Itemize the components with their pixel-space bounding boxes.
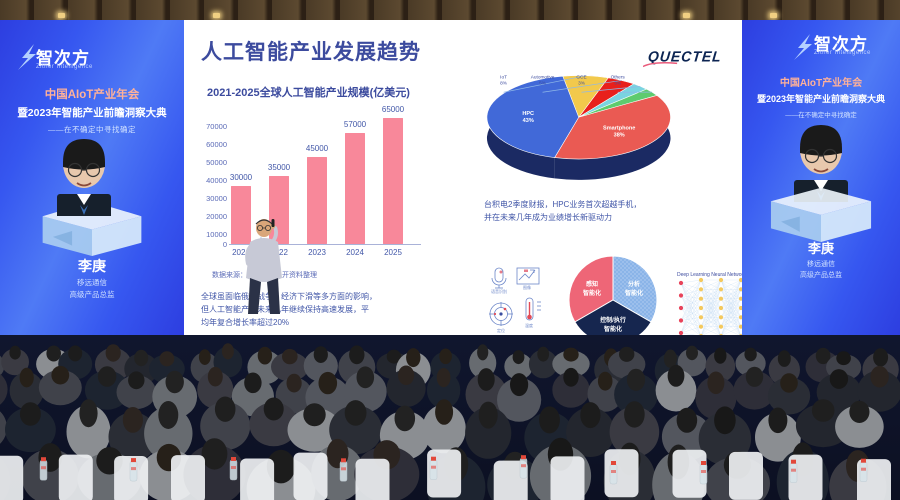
svg-text:5%: 5% (539, 81, 547, 87)
svg-text:43%: 43% (523, 118, 534, 124)
svg-text:语音识别: 语音识别 (491, 288, 507, 294)
svg-text:Smartphone: Smartphone (603, 126, 635, 132)
svg-text:GCE: GCE (576, 74, 586, 80)
svg-text:HPC: HPC (522, 111, 534, 117)
svg-text:感知: 感知 (586, 280, 598, 288)
svg-text:Others: Others (611, 74, 626, 80)
svg-text:控制/执行: 控制/执行 (600, 316, 626, 324)
svg-text:Deep Learning Neural Network: Deep Learning Neural Network (677, 272, 742, 278)
svg-text:智能化: 智能化 (604, 325, 622, 333)
svg-text:智能化: 智能化 (583, 289, 601, 297)
svg-text:38%: 38% (614, 133, 625, 139)
svg-text:3%: 3% (614, 81, 622, 87)
svg-text:3%: 3% (578, 81, 586, 87)
svg-text:图像: 图像 (523, 284, 531, 290)
svg-text:温度: 温度 (525, 322, 533, 328)
svg-text:8%: 8% (500, 81, 508, 87)
svg-text:智能化: 智能化 (625, 289, 643, 297)
svg-text:Automotive: Automotive (531, 74, 555, 80)
svg-text:定位: 定位 (497, 327, 505, 333)
svg-text:分析: 分析 (628, 280, 640, 288)
svg-text:IoT: IoT (500, 74, 507, 80)
